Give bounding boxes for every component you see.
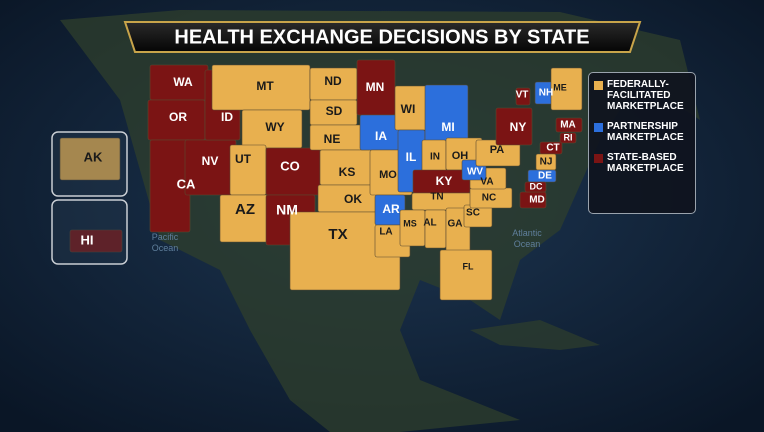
state-shape: [439, 249, 493, 301]
legend-swatch: [594, 123, 603, 132]
state-shape: [524, 181, 547, 193]
hawaii-inset: [51, 199, 128, 265]
state-label: KS: [339, 165, 356, 179]
state-label: GA: [448, 219, 463, 230]
state-label: WI: [401, 102, 416, 116]
state-label: VA: [480, 177, 493, 188]
legend-item: PARTNERSHIP MARKETPLACE: [594, 121, 690, 143]
ocean-label: Atlantic Ocean: [512, 228, 542, 249]
state-label: MN: [366, 80, 385, 94]
legend: FEDERALLY-FACILITATED MARKETPLACE PARTNER…: [588, 72, 696, 214]
state-label: OR: [169, 110, 187, 124]
state-label: TN: [430, 192, 443, 203]
state-shape: [59, 137, 121, 181]
state-shape: [559, 132, 577, 144]
state-shape: [69, 229, 123, 253]
alaska-inset: [51, 131, 128, 197]
state-label: IA: [375, 129, 387, 143]
state-label: HI: [81, 232, 94, 247]
state-label: NC: [482, 193, 496, 204]
state-label: LA: [379, 227, 392, 238]
state-shape: [550, 67, 583, 111]
state-label: KY: [436, 174, 453, 188]
legend-label: PARTNERSHIP MARKETPLACE: [607, 121, 684, 143]
state-label: NE: [324, 132, 341, 146]
state-label: WY: [265, 120, 284, 134]
state-label: DC: [530, 181, 543, 191]
state-shape: [424, 209, 447, 249]
state-labels: WA OR CA NV ID MT WY UT AZ CO NM ND SD NE KS OK TX MN IA MO…: [81, 74, 576, 271]
state-label: CO: [280, 158, 300, 173]
state-label: AZ: [235, 201, 255, 218]
ocean-label: Pacific Ocean: [151, 232, 179, 253]
state-label: MA: [560, 120, 576, 131]
state-label: MT: [256, 79, 274, 93]
state-label: IN: [430, 152, 440, 163]
state-label: NV: [202, 154, 219, 168]
legend-swatch: [594, 81, 603, 90]
state-label: WA: [173, 75, 193, 89]
state-label: MI: [441, 120, 454, 134]
state-shape: [515, 87, 531, 106]
state-label: TX: [328, 226, 347, 243]
states: [59, 59, 583, 301]
state-label: MD: [529, 195, 545, 206]
state-label: MO: [379, 169, 397, 181]
caribbean-islands: [470, 320, 600, 350]
state-label: NJ: [540, 157, 553, 168]
state-label: OH: [452, 150, 469, 162]
state-label: VT: [516, 90, 529, 101]
legend-item: STATE-BASED MARKETPLACE: [594, 152, 690, 174]
state-label: NM: [276, 202, 298, 218]
state-label: AL: [423, 218, 436, 229]
state-label: NY: [510, 120, 527, 134]
title-banner: [123, 21, 642, 53]
state-label: SD: [326, 104, 343, 118]
state-label: NH: [539, 88, 553, 99]
state-shape: [495, 107, 533, 146]
legend-label: STATE-BASED MARKETPLACE: [607, 152, 684, 174]
state-label: SC: [466, 208, 480, 219]
state-label: AK: [84, 149, 103, 164]
state-label: FL: [463, 261, 474, 271]
state-shape: [424, 84, 469, 146]
state-label: OK: [344, 192, 362, 206]
state-label: CT: [546, 143, 559, 154]
state-label: CA: [177, 176, 196, 191]
state-label: IL: [406, 150, 417, 164]
state-shape: [555, 117, 583, 133]
legend-swatch: [594, 154, 603, 163]
state-label: AR: [382, 202, 400, 216]
state-label: PA: [490, 144, 505, 156]
title: HEALTH EXCHANGE DECISIONS BY STATE: [174, 26, 589, 48]
state-label: ME: [553, 82, 567, 92]
state-label: DE: [538, 171, 552, 182]
legend-label: FEDERALLY-FACILITATED MARKETPLACE: [607, 79, 684, 112]
state-label: ID: [221, 110, 233, 124]
legend-item: FEDERALLY-FACILITATED MARKETPLACE: [594, 79, 690, 112]
state-label: UT: [235, 152, 252, 166]
state-label: MS: [403, 218, 417, 228]
state-label: ND: [324, 74, 342, 88]
state-label: RI: [564, 132, 573, 142]
state-label: WV: [467, 167, 483, 178]
